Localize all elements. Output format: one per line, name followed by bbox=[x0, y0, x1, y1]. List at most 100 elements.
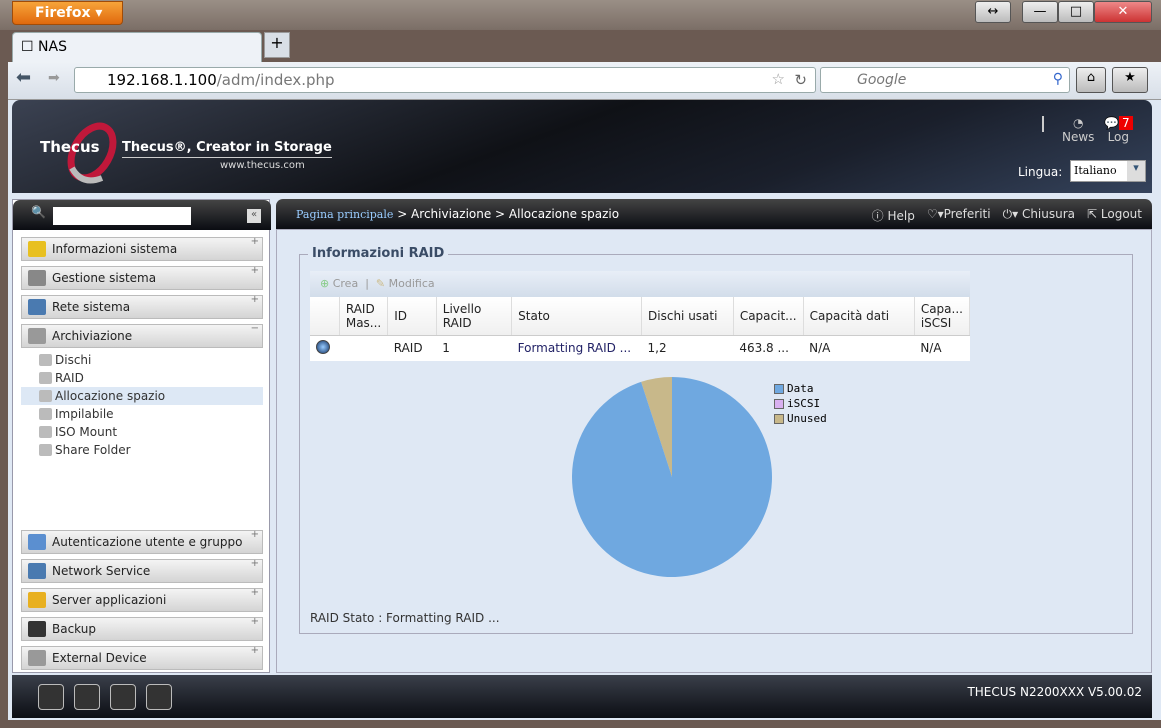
bookmark-star-icon[interactable]: ☆ bbox=[771, 70, 785, 88]
close-icon[interactable]: ✕ bbox=[1094, 1, 1152, 23]
item-label: Share Folder bbox=[55, 443, 131, 457]
network-icon[interactable] bbox=[146, 684, 172, 710]
item-icon bbox=[39, 390, 52, 402]
column-header[interactable]: Capacità dati bbox=[803, 297, 915, 336]
legend-swatch bbox=[774, 413, 784, 424]
sidebar-item[interactable]: Share Folder bbox=[21, 441, 263, 459]
column-header[interactable]: Livello RAID bbox=[436, 297, 513, 336]
url-input[interactable]: 192.168.1.100/adm/index.php ↻ ☆ bbox=[74, 67, 816, 93]
expand-icon[interactable]: + bbox=[250, 236, 259, 247]
modify-label: Modifica bbox=[388, 277, 435, 290]
table-row[interactable]: RAID 1 Formatting RAID ... 1,2 463.8 ... N/A N… bbox=[310, 335, 970, 361]
sidebar-item[interactable]: Impilabile bbox=[21, 405, 263, 423]
tab-strip: ☐ NAS + bbox=[8, 30, 1161, 62]
logout-button[interactable]: ⇱ Logout bbox=[1087, 207, 1142, 224]
search-icon[interactable]: ⚲ bbox=[1052, 71, 1063, 87]
sidebar-section[interactable]: Autenticazione utente e gruppo + bbox=[21, 529, 263, 554]
sidebar-section[interactable]: Backup + bbox=[21, 616, 263, 641]
nav-toolbar: ⬅ ➡ 192.168.1.100/adm/index.php ↻ ☆ Goog… bbox=[8, 62, 1161, 100]
firmware-version: THECUS N2200XXX V5.00.02 bbox=[967, 685, 1142, 699]
bookmarks-icon[interactable]: ★ bbox=[1112, 67, 1148, 93]
chevron-down-icon[interactable]: ▾ bbox=[1127, 161, 1145, 181]
sidebar-item[interactable]: RAID bbox=[21, 369, 263, 387]
search-input[interactable]: Google ⚲ bbox=[820, 67, 1070, 93]
sidebar-section[interactable]: External Device + bbox=[21, 645, 263, 670]
collapse-icon[interactable]: − bbox=[250, 323, 259, 334]
firefox-menu-button[interactable]: Firefox ▾ bbox=[12, 1, 123, 25]
column-header[interactable] bbox=[310, 297, 340, 336]
item-label: Dischi bbox=[55, 353, 92, 367]
column-header[interactable]: Capa... iSCSI bbox=[914, 297, 971, 336]
breadcrumb-home[interactable]: Pagina principale bbox=[296, 208, 394, 221]
expand-icon[interactable]: + bbox=[250, 558, 259, 569]
disk-icon[interactable] bbox=[74, 684, 100, 710]
add-icon: ⊕ bbox=[320, 277, 330, 290]
chiusura-label: Chiusura bbox=[1021, 207, 1076, 221]
raid-grid: ⊕ Crea | ✎ Modifica RAID Mas... ID Livello… bbox=[310, 271, 971, 361]
row-radio[interactable] bbox=[310, 335, 339, 361]
sidebar-item[interactable]: ISO Mount bbox=[21, 423, 263, 441]
column-header[interactable]: Capacit... bbox=[733, 297, 804, 336]
search-icon: 🔍 bbox=[31, 205, 46, 219]
preferiti-button[interactable]: ♡▾Preferiti bbox=[927, 207, 991, 224]
legend-label: iSCSI bbox=[787, 397, 821, 410]
column-header[interactable]: Dischi usati bbox=[641, 297, 734, 336]
sidebar: 🔍 « Informazioni sistema + Gestione sistem… bbox=[12, 199, 271, 673]
legend-swatch bbox=[774, 398, 784, 409]
reload-icon[interactable]: ↻ bbox=[794, 71, 807, 89]
forward-icon[interactable]: ➡ bbox=[48, 70, 60, 86]
column-header[interactable]: ID bbox=[387, 297, 437, 336]
section-icon bbox=[28, 650, 46, 666]
column-header[interactable]: RAID Mas... bbox=[339, 297, 389, 336]
section-label: Server applicazioni bbox=[52, 593, 167, 607]
item-icon bbox=[39, 426, 52, 438]
sidebar-section[interactable]: Informazioni sistema + bbox=[21, 236, 263, 261]
expand-icon[interactable]: + bbox=[250, 529, 259, 540]
fan-icon[interactable] bbox=[110, 684, 136, 710]
logo: Thecus bbox=[40, 138, 100, 156]
menu-search-input[interactable] bbox=[53, 207, 191, 225]
back-icon[interactable]: ⬅ bbox=[16, 67, 32, 88]
collapse-sidebar-button[interactable]: « bbox=[247, 209, 261, 223]
radio-selected-icon bbox=[316, 339, 330, 354]
chiusura-button[interactable]: ⏻▾ Chiusura bbox=[1003, 207, 1075, 224]
sidebar-section[interactable]: Network Service + bbox=[21, 558, 263, 583]
sidebar-section[interactable]: Server applicazioni + bbox=[21, 587, 263, 612]
slogan: Thecus®, Creator in Storage bbox=[122, 140, 332, 158]
legend-item: Data bbox=[774, 381, 827, 396]
column-header[interactable]: Stato bbox=[511, 297, 643, 336]
sidebar-section[interactable]: Gestione sistema + bbox=[21, 265, 263, 290]
content-panel: Informazioni RAID ⊕ Crea | ✎ Modifica RA… bbox=[276, 229, 1152, 673]
grid-toolbar: ⊕ Crea | ✎ Modifica bbox=[310, 271, 970, 297]
sidebar-item[interactable]: Allocazione spazio bbox=[21, 387, 263, 405]
website: www.thecus.com bbox=[220, 160, 305, 171]
restore-icon[interactable]: ↔ bbox=[975, 1, 1011, 23]
section-label: Informazioni sistema bbox=[52, 242, 178, 256]
expand-icon[interactable]: + bbox=[250, 587, 259, 598]
language-select[interactable]: Italiano ▾ bbox=[1070, 160, 1146, 182]
expand-icon[interactable]: + bbox=[250, 616, 259, 627]
expand-icon[interactable]: + bbox=[250, 645, 259, 656]
home-icon[interactable]: ⌂ bbox=[1076, 67, 1106, 93]
help-button[interactable]: ⓘ Help bbox=[872, 207, 915, 224]
maximize-icon[interactable]: □ bbox=[1058, 1, 1094, 23]
section-icon bbox=[28, 241, 46, 257]
sidebar-item[interactable]: Dischi bbox=[21, 351, 263, 369]
news-button[interactable]: ◔ News bbox=[1062, 116, 1094, 144]
help-label: Help bbox=[887, 209, 915, 223]
minimize-icon[interactable]: — bbox=[1022, 1, 1058, 23]
sidebar-section[interactable]: Archiviazione − bbox=[21, 323, 263, 348]
item-label: Impilabile bbox=[55, 407, 114, 421]
create-button[interactable]: ⊕ Crea bbox=[320, 277, 358, 290]
modify-button[interactable]: ✎ Modifica bbox=[376, 277, 435, 290]
chart-legend: Data iSCSI Unused bbox=[774, 381, 827, 426]
sidebar-section[interactable]: Rete sistema + bbox=[21, 294, 263, 319]
log-button[interactable]: 💬 7 Log bbox=[1104, 116, 1133, 144]
new-tab-button[interactable]: + bbox=[264, 32, 290, 58]
expand-icon[interactable]: + bbox=[250, 294, 259, 305]
expand-icon[interactable]: + bbox=[250, 265, 259, 276]
server-icon[interactable] bbox=[38, 684, 64, 710]
window-titlebar: Firefox ▾ ↔ — □ ✕ bbox=[0, 0, 1161, 30]
tab-nas[interactable]: ☐ NAS bbox=[12, 32, 262, 62]
edit-icon: ✎ bbox=[375, 277, 386, 290]
